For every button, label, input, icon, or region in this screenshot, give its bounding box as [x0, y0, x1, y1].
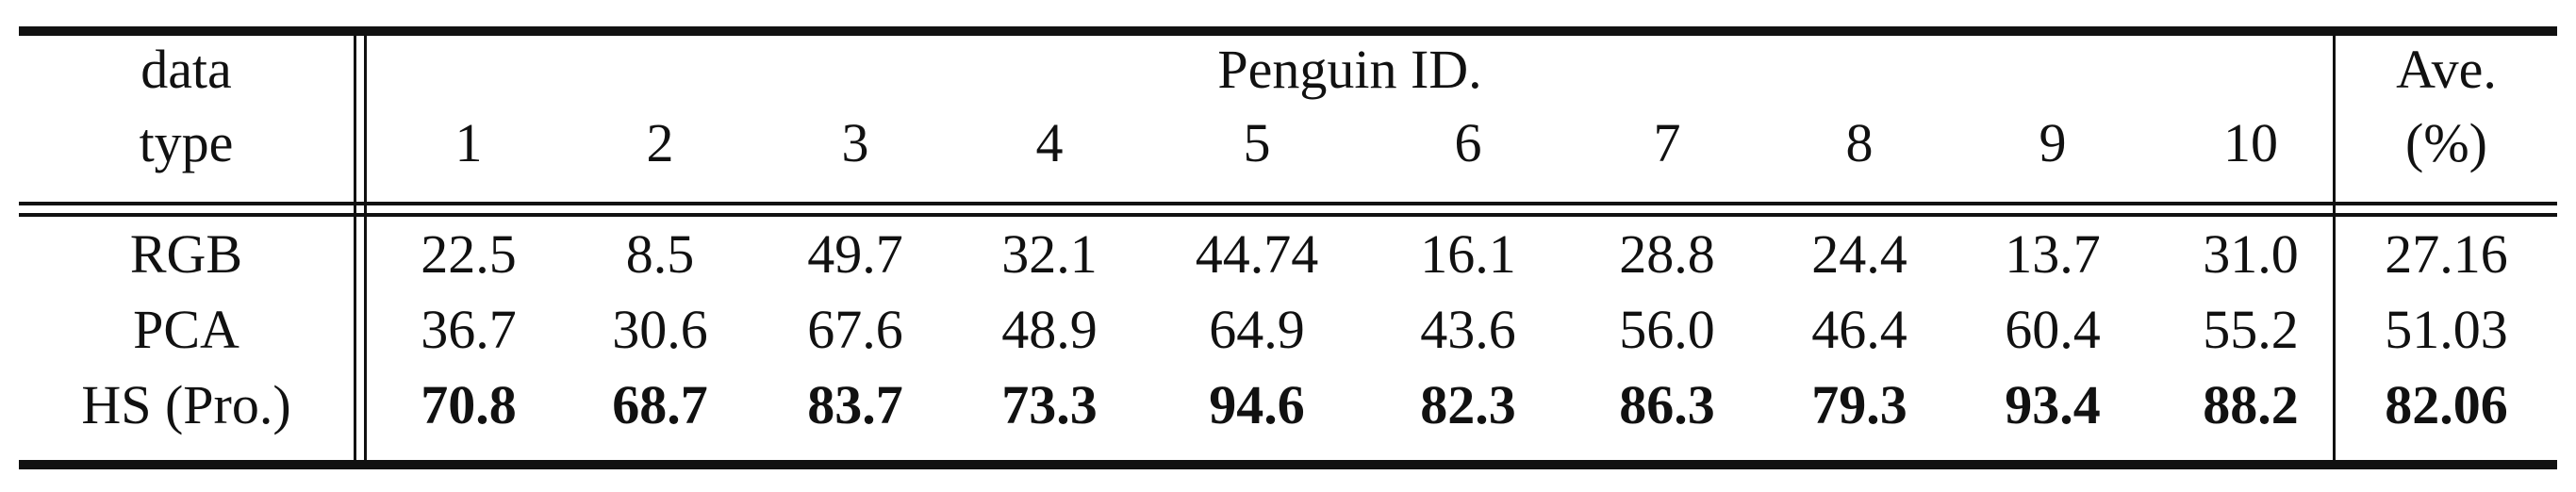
cell-hs-pro-id-8: 79.3 [1811, 374, 1907, 435]
penguin-id-header-1: 1 [454, 112, 483, 173]
cell-hs-pro-id-2: 68.7 [612, 374, 708, 435]
cell-rgb-id-7: 28.8 [1619, 223, 1715, 285]
cell-hs-pro-id-3: 83.7 [807, 374, 903, 435]
row-label-hs-pro: HS (Pro.) [81, 374, 291, 435]
row-label-pca: PCA [133, 299, 239, 360]
penguin-id-header-2: 2 [646, 112, 674, 173]
penguin-id-header-5: 5 [1243, 112, 1271, 173]
penguin-id-header-7: 7 [1653, 112, 1681, 173]
header-separator-upper [19, 202, 2557, 205]
penguin-id-header-6: 6 [1454, 112, 1482, 173]
penguin-id-group-header: Penguin ID. [1217, 39, 1482, 100]
data-type-header-line2: type [139, 112, 234, 173]
cell-pca-id-10: 55.2 [2203, 299, 2299, 360]
cell-rgb-id-5: 44.74 [1195, 223, 1319, 285]
cell-pca-id-6: 43.6 [1420, 299, 1516, 360]
penguin-id-header-9: 9 [2039, 112, 2067, 173]
cell-pca-id-2: 30.6 [612, 299, 708, 360]
cell-rgb-id-2: 8.5 [625, 223, 695, 285]
cell-rgb-id-1: 22.5 [421, 223, 517, 285]
cell-pca-id-3: 67.6 [807, 299, 903, 360]
penguin-id-header-3: 3 [841, 112, 869, 173]
cell-rgb-id-4: 32.1 [1001, 223, 1098, 285]
data-type-header-line1: data [140, 39, 232, 100]
cell-hs-pro-id-4: 73.3 [1001, 374, 1098, 435]
cell-pca-id-5: 64.9 [1209, 299, 1305, 360]
average-hs-pro: 82.06 [2385, 374, 2508, 435]
cell-pca-id-8: 46.4 [1811, 299, 1907, 360]
cell-rgb-id-10: 31.0 [2203, 223, 2299, 285]
cell-pca-id-7: 56.0 [1619, 299, 1715, 360]
type-column-divider-left [354, 36, 356, 460]
cell-hs-pro-id-10: 88.2 [2203, 374, 2299, 435]
cell-rgb-id-6: 16.1 [1420, 223, 1516, 285]
cell-hs-pro-id-5: 94.6 [1209, 374, 1305, 435]
average-column-divider [2333, 36, 2336, 460]
average-pca: 51.03 [2385, 299, 2508, 360]
cell-hs-pro-id-1: 70.8 [421, 374, 517, 435]
average-rgb: 27.16 [2385, 223, 2508, 285]
average-header-line1: Ave. [2396, 39, 2497, 100]
results-table: data type Penguin ID. Ave. (%) 1 2 3 4 5 6 7 8 9… [19, 26, 2557, 471]
bottom-rule [19, 460, 2557, 469]
header-separator-lower [19, 213, 2557, 217]
penguin-id-header-4: 4 [1035, 112, 1064, 173]
type-column-divider-right [364, 36, 367, 460]
cell-rgb-id-8: 24.4 [1811, 223, 1907, 285]
cell-pca-id-9: 60.4 [2005, 299, 2101, 360]
penguin-id-header-10: 10 [2223, 112, 2278, 173]
penguin-id-header-8: 8 [1845, 112, 1874, 173]
top-rule [19, 26, 2557, 36]
cell-hs-pro-id-6: 82.3 [1420, 374, 1516, 435]
cell-pca-id-4: 48.9 [1001, 299, 1098, 360]
average-header-line2: (%) [2405, 112, 2487, 173]
cell-rgb-id-3: 49.7 [807, 223, 903, 285]
cell-hs-pro-id-7: 86.3 [1619, 374, 1715, 435]
cell-pca-id-1: 36.7 [421, 299, 517, 360]
row-label-rgb: RGB [129, 223, 243, 285]
cell-rgb-id-9: 13.7 [2005, 223, 2101, 285]
cell-hs-pro-id-9: 93.4 [2005, 374, 2101, 435]
